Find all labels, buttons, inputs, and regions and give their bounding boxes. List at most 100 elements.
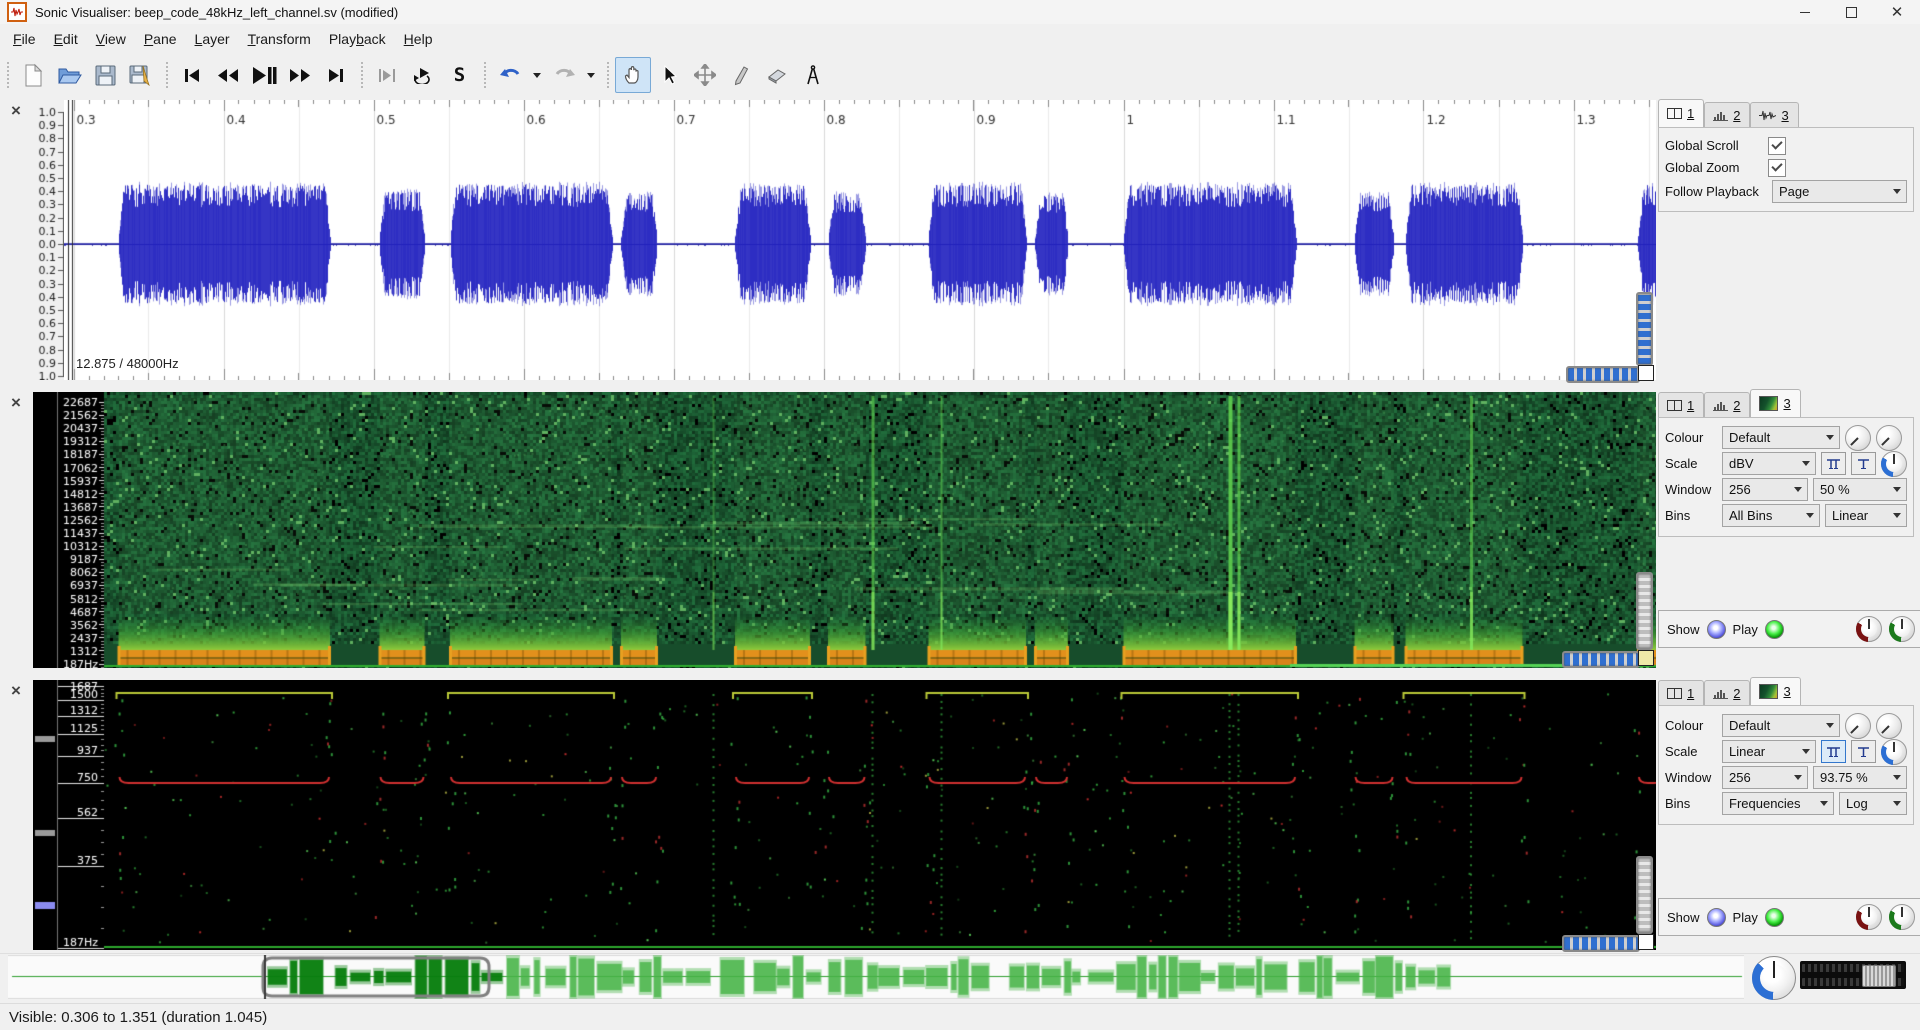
- playback-gain-knob[interactable]: [1856, 904, 1882, 930]
- overview-strip[interactable]: [8, 955, 1744, 999]
- window-overlap-select[interactable]: 50 %: [1813, 478, 1907, 501]
- scale-select[interactable]: Linear: [1722, 740, 1816, 763]
- playback-pan-knob[interactable]: [1889, 904, 1915, 930]
- redo-button[interactable]: [546, 57, 582, 93]
- menu-edit[interactable]: Edit: [53, 30, 78, 47]
- colour-rotate-knob[interactable]: [1845, 712, 1871, 739]
- draw-tool-button[interactable]: [723, 57, 759, 93]
- pane1-tab-layer3[interactable]: 3: [1750, 102, 1799, 127]
- playback-volume-slider[interactable]: [1800, 961, 1906, 989]
- window-overlap-select[interactable]: 93.75 %: [1813, 766, 1907, 789]
- minimize-button[interactable]: [1782, 0, 1828, 24]
- menu-playback[interactable]: Playback: [328, 30, 386, 47]
- close-pane3-button[interactable]: ×: [6, 681, 26, 701]
- menu-file[interactable]: File: [13, 30, 36, 47]
- play-toggle-led[interactable]: [1764, 619, 1784, 639]
- toolbar-handle[interactable]: [164, 60, 169, 90]
- edit-tool-button[interactable]: [687, 57, 723, 93]
- fast-forward-to-end-button[interactable]: [318, 57, 354, 93]
- play-pause-button[interactable]: [246, 57, 282, 93]
- gain-knob[interactable]: [1876, 424, 1902, 451]
- pane2-tab-layer2[interactable]: 2: [1704, 392, 1751, 417]
- bins-scale-select[interactable]: Linear: [1825, 504, 1907, 527]
- toolbar-handle[interactable]: [482, 60, 487, 90]
- fit-range-button[interactable]: [1821, 452, 1846, 475]
- menu-transform[interactable]: Transform: [247, 30, 311, 47]
- bins-scale-select[interactable]: Log: [1839, 792, 1907, 815]
- global-scroll-checkbox[interactable]: [1768, 136, 1786, 155]
- global-zoom-checkbox[interactable]: [1768, 158, 1786, 177]
- new-session-button[interactable]: [15, 57, 51, 93]
- rewind-button[interactable]: [210, 57, 246, 93]
- menu-pane[interactable]: Pane: [143, 30, 177, 47]
- playback-gain-knob[interactable]: [1856, 616, 1882, 642]
- open-button[interactable]: [51, 57, 87, 93]
- gain-knob[interactable]: [1876, 712, 1902, 739]
- pane2-vertical-zoom-wheel[interactable]: [1636, 572, 1653, 650]
- spectrogram-pane[interactable]: [33, 392, 1656, 668]
- pane3-zoom-reset-button[interactable]: [1638, 934, 1654, 950]
- save-session-as-button[interactable]: [123, 57, 159, 93]
- window-size-select[interactable]: 256: [1722, 478, 1808, 501]
- show-toggle-led[interactable]: [1706, 619, 1726, 639]
- waveform-pane[interactable]: [64, 100, 1656, 380]
- pane2-zoom-reset-button[interactable]: [1638, 650, 1654, 666]
- pane1-tab-pane[interactable]: 1: [1658, 99, 1705, 127]
- peak-frequency-spectrogram-pane[interactable]: [33, 680, 1656, 950]
- play-selection-button[interactable]: [369, 57, 405, 93]
- pane3-tab-layer3[interactable]: 3: [1750, 677, 1801, 705]
- redo-menu-button[interactable]: [582, 57, 600, 93]
- menu-view[interactable]: View: [95, 30, 126, 47]
- fit-range-button[interactable]: [1821, 740, 1846, 763]
- threshold-dial[interactable]: [1881, 738, 1907, 765]
- pane3-tab-layer2[interactable]: 2: [1704, 680, 1751, 705]
- scale-select[interactable]: dBV: [1722, 452, 1816, 475]
- menu-layer[interactable]: Layer: [194, 30, 230, 47]
- menu-help[interactable]: Help: [403, 30, 433, 47]
- pane2-tab-layer3[interactable]: 3: [1750, 389, 1801, 417]
- undo-menu-button[interactable]: [528, 57, 546, 93]
- threshold-dial[interactable]: [1881, 450, 1907, 477]
- close-pane1-button[interactable]: ×: [6, 101, 26, 121]
- bins-select[interactable]: All Bins: [1722, 504, 1820, 527]
- navigate-tool-button[interactable]: [615, 57, 651, 93]
- colour-select[interactable]: Default: [1722, 714, 1840, 737]
- playback-speed-knob[interactable]: [1752, 956, 1796, 1000]
- pane1-vertical-zoom-wheel[interactable]: [1636, 292, 1653, 366]
- toolbar-handle[interactable]: [5, 60, 10, 90]
- pane2-tab-pane[interactable]: 1: [1658, 392, 1705, 417]
- colour-rotate-knob[interactable]: [1845, 424, 1871, 451]
- pane1-zoom-reset-button[interactable]: [1638, 365, 1654, 381]
- playback-pan-knob[interactable]: [1889, 616, 1915, 642]
- undo-button[interactable]: [492, 57, 528, 93]
- pane3-tab-pane[interactable]: 1: [1658, 680, 1705, 705]
- pane1-horizontal-zoom-wheel[interactable]: [1566, 366, 1640, 383]
- window-size-select[interactable]: 256: [1722, 766, 1808, 789]
- show-toggle-led[interactable]: [1706, 907, 1726, 927]
- bins-select[interactable]: Frequencies: [1722, 792, 1834, 815]
- pane1-tab-layer2[interactable]: 2: [1704, 102, 1751, 127]
- volume-handle[interactable]: [1862, 965, 1896, 987]
- follow-playback-select[interactable]: Page: [1772, 179, 1907, 203]
- fit-top-button[interactable]: [1851, 740, 1876, 763]
- save-session-button[interactable]: [87, 57, 123, 93]
- close-pane2-button[interactable]: ×: [6, 393, 26, 413]
- fast-forward-button[interactable]: [282, 57, 318, 93]
- waveform-amplitude-axis[interactable]: [28, 100, 64, 380]
- loop-playback-button[interactable]: [405, 57, 441, 93]
- select-tool-button[interactable]: [651, 57, 687, 93]
- pane3-vertical-zoom-wheel[interactable]: [1636, 856, 1653, 934]
- close-button[interactable]: ✕: [1874, 0, 1920, 24]
- maximize-button[interactable]: [1828, 0, 1874, 24]
- colour-select[interactable]: Default: [1722, 426, 1840, 449]
- solo-pane-button[interactable]: S: [441, 57, 477, 93]
- measure-tool-button[interactable]: [795, 57, 831, 93]
- erase-tool-button[interactable]: [759, 57, 795, 93]
- toolbar-handle[interactable]: [359, 60, 364, 90]
- rewind-to-start-button[interactable]: [174, 57, 210, 93]
- pane2-horizontal-zoom-wheel[interactable]: [1562, 651, 1640, 668]
- play-toggle-led[interactable]: [1764, 907, 1784, 927]
- pane3-horizontal-zoom-wheel[interactable]: [1562, 935, 1640, 952]
- fit-top-button[interactable]: [1851, 452, 1876, 475]
- toolbar-handle[interactable]: [605, 60, 610, 90]
